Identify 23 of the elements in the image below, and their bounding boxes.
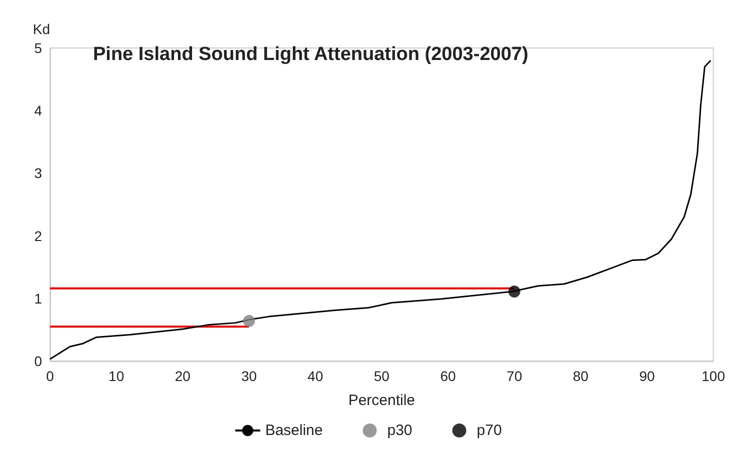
y-axis-title: Kd <box>32 21 50 37</box>
chart-title: Pine Island Sound Light Attenuation (2003-2007) <box>93 44 528 65</box>
y-tick-label: 3 <box>34 165 42 182</box>
x-tick-label: 10 <box>108 368 124 384</box>
x-tick-label: 30 <box>241 368 257 384</box>
x-axis-title: Percentile <box>348 392 416 409</box>
x-tick-label: 20 <box>174 368 191 384</box>
x-tick-label: 50 <box>374 368 390 384</box>
legend-label: p30 <box>387 422 412 439</box>
x-tick-label: 60 <box>440 368 456 384</box>
y-tick-label: 2 <box>34 228 42 244</box>
x-tick-label: 40 <box>308 368 324 384</box>
x-tick-label: 0 <box>46 368 54 384</box>
x-tick-label: 80 <box>572 368 589 384</box>
legend-label: p70 <box>476 422 502 439</box>
y-tick-label: 4 <box>34 102 42 119</box>
x-tick-label: 90 <box>639 368 655 384</box>
legend-label: Baseline <box>265 422 323 439</box>
y-tick-label: 1 <box>34 290 42 306</box>
y-tick-label: 0 <box>34 353 42 369</box>
y-tick-label: 5 <box>34 40 42 56</box>
x-tick-label: 70 <box>506 368 522 384</box>
x-tick-label: 100 <box>702 368 726 384</box>
